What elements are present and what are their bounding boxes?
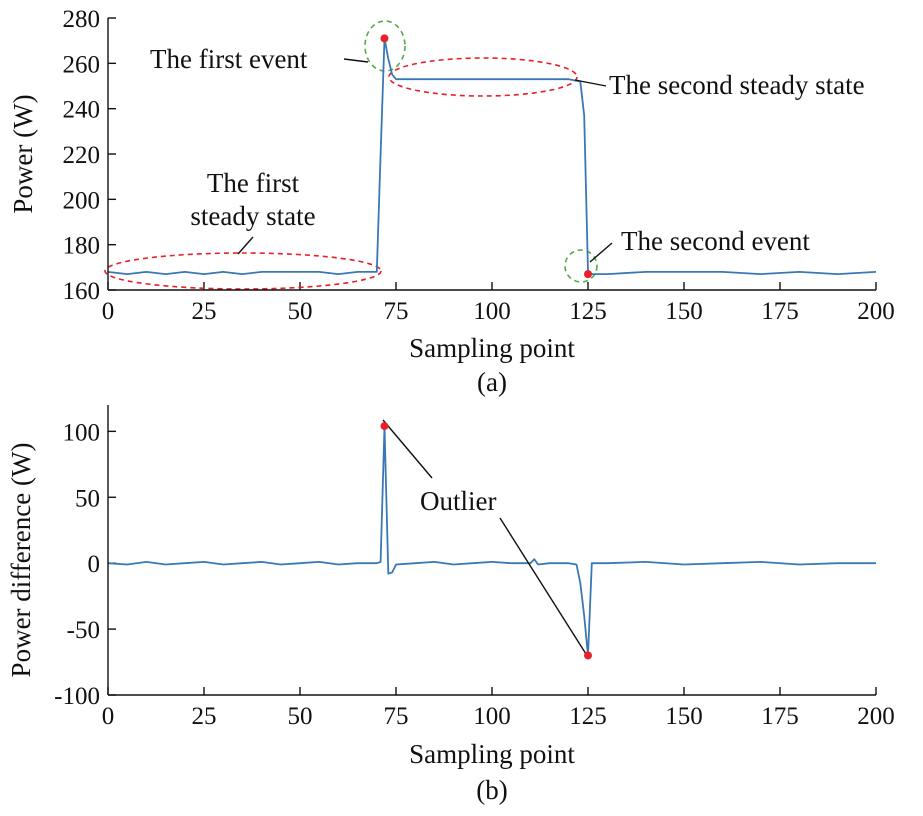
first-steady-state-ellipse	[104, 252, 382, 290]
second-steady-state-label: The second steady state	[609, 70, 865, 100]
outlier-leader-1	[382, 419, 433, 479]
second-steady-state-ellipse	[388, 57, 578, 97]
panel-a-power-line	[107, 37, 877, 275]
first-steady-state-label-line2: steady state	[190, 201, 315, 231]
y-tick-label: 0	[88, 551, 101, 578]
x-tick-label: 125	[569, 703, 607, 730]
x-tick-label: 200	[857, 703, 895, 730]
outlier-leader-2	[499, 517, 587, 655]
x-tick-label: 25	[192, 703, 217, 730]
y-tick-label: 180	[63, 233, 101, 260]
y-tick-label: 240	[63, 97, 101, 124]
second-event-label: The second event	[621, 226, 810, 256]
x-tick-label: 75	[384, 703, 409, 730]
outlier-label: Outlier	[420, 486, 496, 516]
y-tick-label: 50	[75, 485, 100, 512]
panel-a-y-title: Power (W)	[8, 94, 38, 213]
highlight-point	[584, 270, 592, 279]
second-steady-state-leader	[574, 79, 607, 87]
highlight-point	[380, 34, 389, 43]
x-tick-label: 50	[288, 298, 313, 325]
panel-a-y-ticks: 160 180 200 220 240 260 280	[63, 6, 116, 305]
x-tick-label: 0	[102, 298, 115, 325]
x-tick-label: 175	[761, 703, 799, 730]
x-tick-label: 75	[384, 298, 409, 325]
panel-a-x-title: Sampling point	[409, 333, 575, 363]
y-tick-label: -50	[67, 617, 100, 644]
x-tick-label: 200	[857, 298, 895, 325]
x-tick-label: 100	[473, 703, 511, 730]
panel-b-outlier-points	[380, 422, 592, 660]
first-event-ellipse	[364, 20, 406, 72]
y-tick-label: 280	[63, 6, 101, 33]
y-tick-label: 260	[63, 51, 101, 78]
panel-b-y-ticks: -100 -50 0 50 100	[54, 419, 116, 710]
panel-b: 0 25 50 75 100 125 150 175 200 -100 -50 0 50 100 Out…	[6, 405, 895, 805]
highlight-point	[380, 422, 389, 431]
x-tick-label: 150	[665, 703, 703, 730]
second-event-ellipse	[564, 249, 598, 283]
x-tick-label: 100	[473, 298, 511, 325]
y-tick-label: 160	[63, 278, 101, 305]
panel-a: 0 25 50 75 100 125 150 175 200 160 180 200 220 240 26…	[8, 6, 895, 397]
panel-a-event-points	[380, 34, 592, 279]
panel-b-y-title: Power difference (W)	[6, 443, 36, 678]
x-tick-label: 125	[569, 298, 607, 325]
second-event-leader	[589, 242, 613, 263]
x-tick-label: 175	[761, 298, 799, 325]
panel-b-x-title: Sampling point	[409, 739, 575, 769]
highlight-point	[584, 651, 592, 660]
y-tick-label: 200	[63, 187, 101, 214]
y-tick-label: -100	[54, 683, 100, 710]
y-tick-label: 220	[63, 142, 101, 169]
panel-a-x-ticks: 0 25 50 75 100 125 150 175 200	[102, 282, 895, 325]
panel-b-difference-line	[107, 425, 876, 657]
panel-b-x-ticks: 0 25 50 75 100 125 150 175 200	[102, 687, 895, 730]
first-steady-state-leader	[237, 236, 254, 255]
x-tick-label: 50	[288, 703, 313, 730]
first-steady-state-label-line1: The first	[207, 168, 300, 198]
first-event-leader	[343, 58, 369, 63]
x-tick-label: 150	[665, 298, 703, 325]
panel-a-caption: (a)	[477, 367, 507, 397]
x-tick-label: 0	[102, 703, 115, 730]
first-event-label: The first event	[150, 44, 308, 74]
x-tick-label: 25	[192, 298, 217, 325]
y-tick-label: 100	[63, 419, 101, 446]
panel-b-caption: (b)	[476, 775, 507, 805]
